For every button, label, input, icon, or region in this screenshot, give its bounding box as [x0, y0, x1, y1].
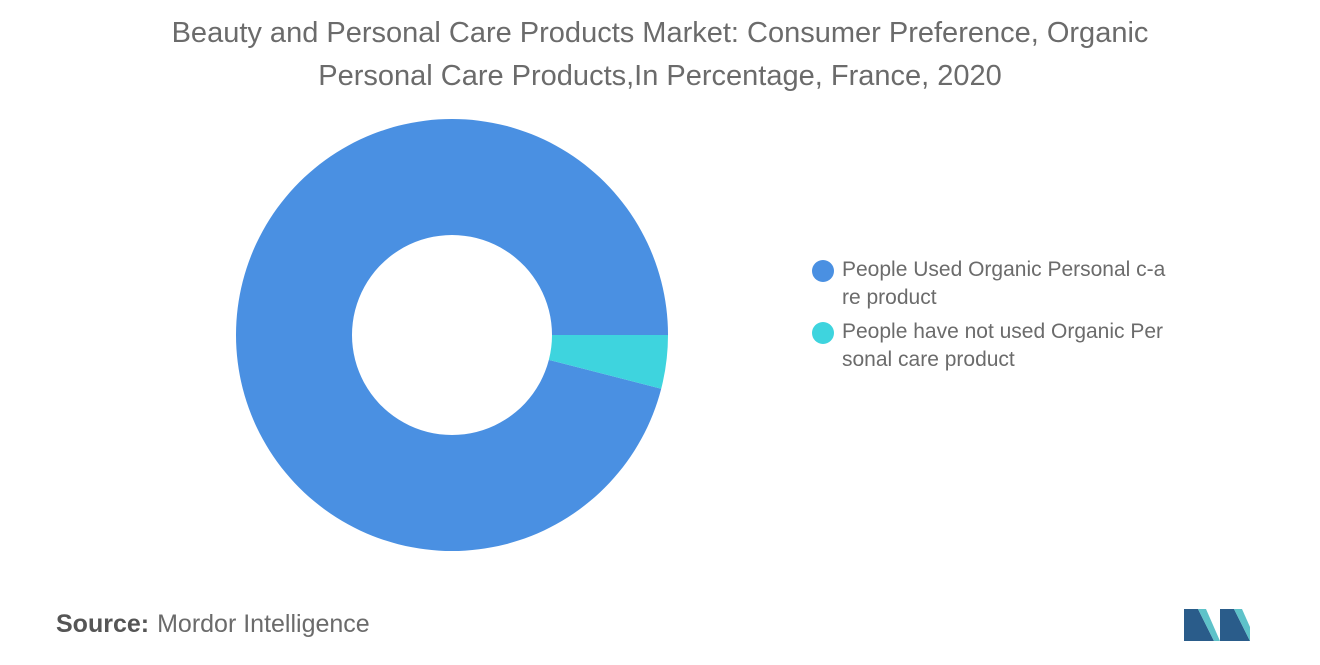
source-value: Mordor Intelligence: [157, 610, 370, 638]
source-note: Source: Mordor Intelligence: [56, 610, 370, 639]
legend-swatch-used: [812, 260, 834, 282]
legend-label-not-used: People have not used Organic Personal ca…: [842, 320, 1164, 371]
legend-item-not-used: People have not used Organic Personal ca…: [812, 318, 1192, 374]
mordor-intelligence-logo-icon: [1184, 609, 1250, 641]
chart-title-line-2: Personal Care Products,In Percentage, Fr…: [318, 60, 1002, 92]
legend: People Used Organic Personal c-are produ…: [812, 256, 1192, 380]
chart-title-line-1: Beauty and Personal Care Products Market…: [171, 17, 1149, 49]
legend-label-used: People Used Organic Personal c-are produ…: [842, 258, 1166, 309]
legend-swatch-not-used: [812, 322, 834, 344]
source-label: Source:: [56, 610, 150, 638]
donut-slice-not-used: [548, 335, 668, 389]
donut-slice-used: [236, 118, 668, 552]
legend-item-used: People Used Organic Personal c-are produ…: [812, 256, 1192, 312]
chart-title: Beauty and Personal Care Products Market…: [60, 12, 1260, 98]
